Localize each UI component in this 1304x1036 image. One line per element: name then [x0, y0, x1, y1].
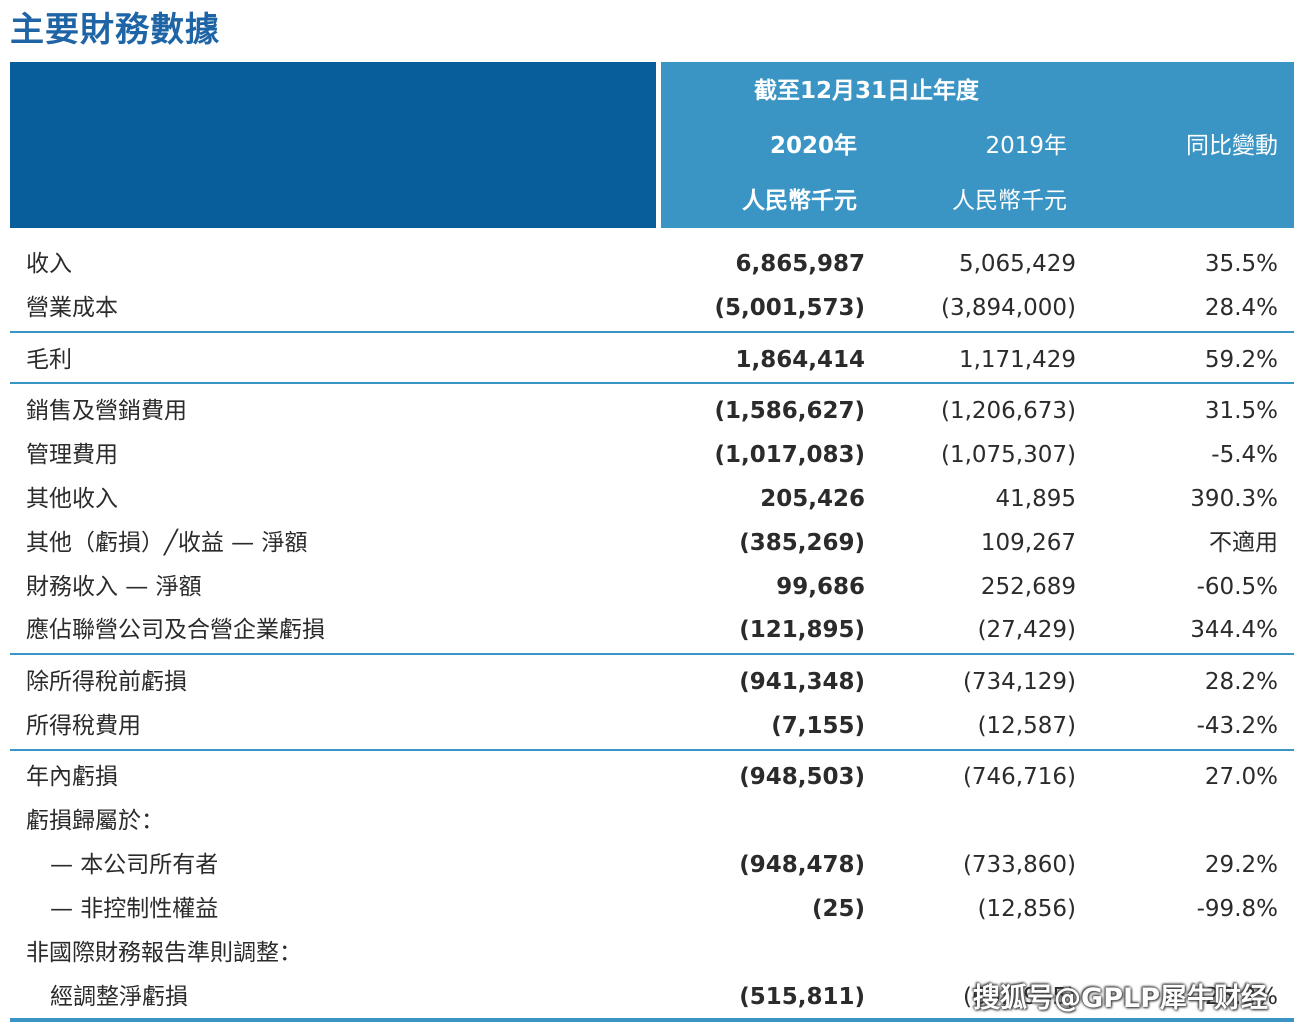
value-yoy: 59.2% — [1204, 347, 1278, 373]
value-2019: (12,587) — [977, 713, 1076, 739]
value-2019: (27,429) — [977, 617, 1076, 643]
table-row-owners: — 本公司所有者 (948,478) (733,860) 29.2% — [10, 844, 1294, 888]
value-2019: (1,206,673) — [940, 398, 1076, 424]
table-row-adjusted-net-loss: 經調整淨虧損 (515,811) (695,945) 25.8% — [10, 976, 1294, 1020]
table-header-label-area — [10, 62, 656, 228]
value-yoy: 35.5% — [1204, 251, 1278, 277]
value-2020: (948,503) — [739, 764, 865, 790]
column-header-2019: 2019年 — [985, 133, 1067, 159]
table-row-non-ifrs-adjustments: 非國際財務報告準則調整： — [10, 932, 1294, 976]
row-label: 應佔聯營公司及合營企業虧損 — [26, 617, 325, 643]
value-2020: (1,586,627) — [714, 398, 865, 424]
value-2019: (1,075,307) — [940, 442, 1076, 468]
table-row-loss-attributable: 虧損歸屬於： — [10, 800, 1294, 844]
row-label: 毛利 — [26, 347, 72, 373]
value-2019: (3,894,000) — [940, 295, 1076, 321]
value-yoy: 390.3% — [1190, 486, 1278, 512]
value-2020: (121,895) — [739, 617, 865, 643]
value-yoy: 28.2% — [1204, 669, 1278, 695]
table-row-gross-profit: 毛利 1,864,414 1,171,429 59.2% — [10, 339, 1294, 383]
value-yoy: 31.5% — [1204, 398, 1278, 424]
value-yoy: 28.4% — [1204, 295, 1278, 321]
row-label: 虧損歸屬於： — [26, 808, 164, 834]
row-label: — 本公司所有者 — [50, 852, 219, 878]
value-yoy: 25.8% — [1204, 984, 1278, 1010]
row-label: 年內虧損 — [26, 764, 118, 790]
table-row-non-controlling: — 非控制性權益 (25) (12,856) -99.8% — [10, 888, 1294, 932]
value-2020: 1,864,414 — [735, 347, 866, 373]
table-row-loss-for-year: 年內虧損 (948,503) (746,716) 27.0% — [10, 756, 1294, 800]
value-yoy: 344.4% — [1190, 617, 1278, 643]
value-2019: (733,860) — [962, 852, 1076, 878]
value-yoy: -60.5% — [1196, 574, 1278, 600]
value-2020: (1,017,083) — [714, 442, 865, 468]
value-2019: 5,065,429 — [958, 251, 1076, 277]
period-header: 截至12月31日止年度 — [754, 78, 980, 104]
page-title: 主要財務數據 — [10, 10, 220, 50]
value-2020: 6,865,987 — [735, 251, 866, 277]
row-label: 銷售及營銷費用 — [26, 398, 187, 424]
row-label: 除所得稅前虧損 — [26, 669, 187, 695]
table-row-cost-of-revenue: 營業成本 (5,001,573) (3,894,000) 28.4% — [10, 287, 1294, 331]
value-2019: (695,945) — [962, 984, 1076, 1010]
table-row-selling-marketing: 銷售及營銷費用 (1,586,627) (1,206,673) 31.5% — [10, 390, 1294, 434]
table-row-loss-before-tax: 除所得稅前虧損 (941,348) (734,129) 28.2% — [10, 661, 1294, 705]
value-yoy: -99.8% — [1196, 896, 1278, 922]
value-2019: (746,716) — [962, 764, 1076, 790]
table-row-admin-expenses: 管理費用 (1,017,083) (1,075,307) -5.4% — [10, 434, 1294, 478]
row-label: 財務收入 — 淨額 — [26, 574, 202, 600]
row-label: 管理費用 — [26, 442, 118, 468]
value-2019: 1,171,429 — [958, 347, 1076, 373]
row-label: 收入 — [26, 251, 72, 277]
value-2020: (515,811) — [739, 984, 865, 1010]
value-2020: 205,426 — [760, 486, 865, 512]
value-2019: 41,895 — [995, 486, 1076, 512]
table-row-revenue: 收入 6,865,987 5,065,429 35.5% — [10, 243, 1294, 287]
value-yoy: -5.4% — [1211, 442, 1278, 468]
unit-header-2020: 人民幣千元 — [742, 188, 857, 214]
row-label: 所得稅費用 — [26, 713, 141, 739]
row-divider — [10, 653, 1294, 655]
row-label: 經調整淨虧損 — [50, 984, 188, 1010]
column-header-yoy-change: 同比變動 — [1186, 133, 1278, 159]
value-2020: (941,348) — [739, 669, 865, 695]
table-row-share-of-losses: 應佔聯營公司及合營企業虧損 (121,895) (27,429) 344.4% — [10, 609, 1294, 653]
table-row-income-tax: 所得稅費用 (7,155) (12,587) -43.2% — [10, 705, 1294, 749]
row-label: — 非控制性權益 — [50, 896, 219, 922]
unit-header-2019: 人民幣千元 — [952, 188, 1067, 214]
value-2020: (7,155) — [771, 713, 865, 739]
value-2019: 109,267 — [980, 530, 1076, 556]
row-divider — [10, 331, 1294, 333]
row-label: 非國際財務報告準則調整： — [26, 940, 302, 966]
row-label: 其他（虧損）╱收益 — 淨額 — [26, 530, 308, 556]
table-header-values-area — [661, 62, 1294, 228]
value-2020: (385,269) — [739, 530, 865, 556]
value-2020: (5,001,573) — [714, 295, 865, 321]
value-2019: (734,129) — [962, 669, 1076, 695]
value-2019: (12,856) — [977, 896, 1076, 922]
value-2020: 99,686 — [776, 574, 865, 600]
row-label: 其他收入 — [26, 486, 118, 512]
value-2020: (25) — [811, 896, 865, 922]
value-2019: 252,689 — [980, 574, 1076, 600]
value-yoy: 不適用 — [1209, 530, 1278, 556]
watermark: 搜狐号@GPLP犀牛财经 — [973, 983, 1268, 1014]
table-bottom-rule — [10, 1018, 1294, 1022]
row-divider — [10, 382, 1294, 384]
table-row-finance-income: 財務收入 — 淨額 99,686 252,689 -60.5% — [10, 566, 1294, 610]
table-row-other-income: 其他收入 205,426 41,895 390.3% — [10, 478, 1294, 522]
table-row-other-losses-gains: 其他（虧損）╱收益 — 淨額 (385,269) 109,267 不適用 — [10, 522, 1294, 566]
value-yoy: 29.2% — [1204, 852, 1278, 878]
row-divider — [10, 749, 1294, 751]
column-header-2020: 2020年 — [769, 133, 857, 159]
value-yoy: 27.0% — [1204, 764, 1278, 790]
row-label: 營業成本 — [26, 295, 118, 321]
value-yoy: -43.2% — [1196, 713, 1278, 739]
value-2020: (948,478) — [739, 852, 865, 878]
